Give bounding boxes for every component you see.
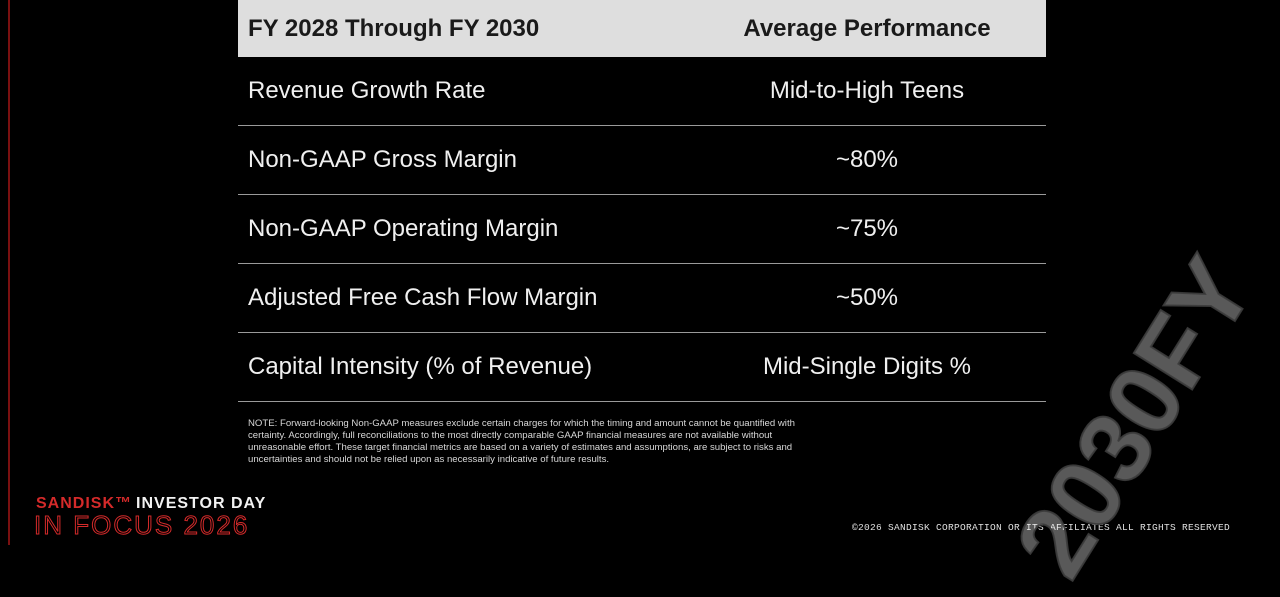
table-cell: ~50%	[835, 284, 899, 311]
table-cell: Mid-to-High Teens	[769, 77, 965, 104]
table-cell: Mid-Single Digits %	[762, 353, 972, 380]
copyright: ©2026 SANDISK CORPORATION OR ITS AFFILIA…	[852, 522, 1231, 533]
table-row: Adjusted Free Cash Flow Margin ~50%	[238, 264, 1046, 333]
note: NOTE: Forward-looking Non-GAAP measures …	[248, 418, 795, 465]
table-cell: Capital Intensity (% of Revenue)	[248, 353, 593, 380]
slide: FY 2028 Through FY 2030 Average Performa…	[8, 0, 1276, 597]
header-cell: FY 2028 Through FY 2030	[248, 14, 540, 42]
table-row: Non-GAAP Gross Margin ~80%	[238, 126, 1046, 195]
table-cell: Non-GAAP Operating Margin	[248, 215, 559, 242]
table-row: Revenue Growth Rate Mid-to-High Teens	[238, 57, 1046, 126]
table-body: Revenue Growth Rate Mid-to-High Teens Non-…	[238, 57, 1046, 402]
table-cell: Non-GAAP Gross Margin	[248, 146, 517, 173]
tagline: IN FOCUS 2026	[33, 510, 250, 541]
table-cell: ~75%	[835, 215, 899, 242]
table: FY 2028 Through FY 2030 Average Performa…	[238, 0, 1046, 402]
table-cell: Revenue Growth Rate	[248, 77, 486, 104]
table-cell: Adjusted Free Cash Flow Margin	[248, 284, 598, 311]
event-name: INVESTOR DAY	[136, 495, 267, 512]
table-row: Non-GAAP Operating Margin ~75%	[238, 195, 1046, 264]
brand: SANDISK™ INVESTOR DAY	[36, 495, 266, 513]
header-cell: Average Performance	[743, 14, 991, 42]
table-cell: ~80%	[835, 146, 899, 173]
table-row: Capital Intensity (% of Revenue) Mid-Sing…	[238, 333, 1046, 402]
brand-name: SANDISK™	[36, 495, 133, 512]
edge-line	[8, 0, 10, 545]
header-row: FY 2028 Through FY 2030 Average Performa…	[238, 0, 1046, 57]
